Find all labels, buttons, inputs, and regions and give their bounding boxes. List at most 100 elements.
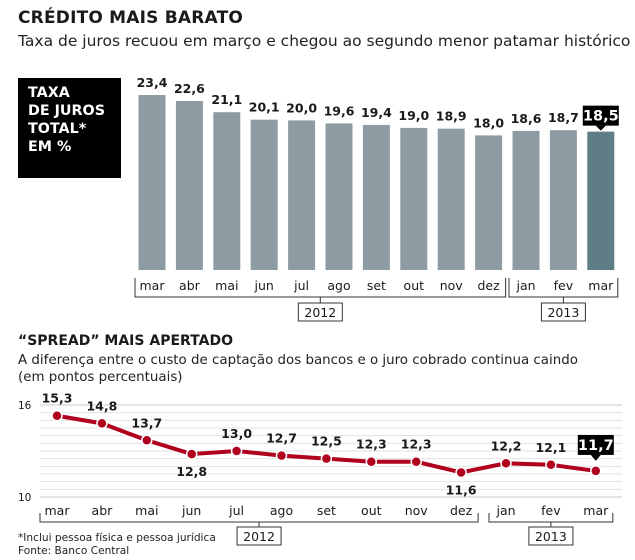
bar-year-label-1: 2013 <box>547 305 579 320</box>
line-point-12 <box>590 465 602 477</box>
line-point-6 <box>320 452 333 465</box>
line-point-11 <box>545 459 557 471</box>
chart-subtitle: Taxa de juros recuou em março e chegou a… <box>18 32 631 50</box>
bar-category-label-6: set <box>367 278 386 293</box>
line-category-label-1: abr <box>92 503 114 518</box>
line-value-label-10: 12,2 <box>491 438 522 453</box>
line-value-label-8: 12,3 <box>401 437 432 452</box>
bar-callout-box <box>582 105 619 126</box>
line-value-label-0: 15,3 <box>42 391 73 406</box>
bar-8 <box>437 128 465 270</box>
spread-subtitle-line-1: A diferença entre o custo de captação do… <box>18 353 578 368</box>
bar-category-label-5: ago <box>327 278 350 293</box>
label-box-shape <box>18 78 121 178</box>
label-line-1: TAXA <box>28 85 70 101</box>
bar-category-label-9: dez <box>478 278 501 293</box>
bar-value-label-6: 19,4 <box>361 105 392 120</box>
line-category-label-4: jul <box>228 503 244 518</box>
spread-subtitle-line-2: (em pontos percentuais) <box>18 370 183 385</box>
bar-year-label-0: 2012 <box>304 305 336 320</box>
bar-category-label-0: mar <box>140 278 166 293</box>
line-category-label-2: mai <box>135 503 158 518</box>
line-point-2 <box>141 434 153 447</box>
bar-value-label-12: 18,5 <box>583 109 619 125</box>
bar-value-label-2: 21,1 <box>211 92 242 107</box>
bar-9 <box>475 135 503 270</box>
line-value-label-6: 12,5 <box>311 434 342 449</box>
line-value-label-1: 14,8 <box>86 398 117 413</box>
line-point-9 <box>455 466 467 479</box>
spread-section-subtitle: A diferença entre o custo de captação do… <box>18 352 578 386</box>
bar-value-label-5: 19,6 <box>324 103 355 118</box>
bar-value-label-0: 23,4 <box>137 75 168 90</box>
top-chart-label: TAXA DE JUROS TOTAL* EM % <box>28 84 105 156</box>
line-value-label-3: 12,8 <box>176 464 207 479</box>
line-value-label-2: 13,7 <box>131 415 162 430</box>
line-y-tick-0: 16 <box>18 400 32 412</box>
line-category-label-9: dez <box>450 503 473 518</box>
footnote-note: *Inclui pessoa física e pessoa jurídica <box>18 532 216 544</box>
chart-title: CRÉDITO MAIS BARATO <box>18 8 244 28</box>
bar-chart: 23,4 mar 22,6 abr 21,1 mai 20,1 jun 20,0 jul 19,6 a… <box>134 75 619 322</box>
bar-3 <box>250 119 278 270</box>
bar-category-label-12: mar <box>588 278 614 293</box>
bar-category-label-4: jul <box>293 278 309 293</box>
bar-5 <box>325 123 353 271</box>
line-category-label-12: mar <box>583 503 609 518</box>
label-line-3: TOTAL* <box>28 121 87 137</box>
bar-value-label-8: 18,9 <box>436 109 467 124</box>
bar-10 <box>512 130 540 270</box>
bar-category-label-8: nov <box>440 278 464 293</box>
bar-value-label-9: 18,0 <box>473 115 504 130</box>
line-point-3 <box>185 448 198 460</box>
bar-11 <box>549 130 577 270</box>
line-point-8 <box>410 455 422 468</box>
line-point-7 <box>365 455 378 468</box>
line-point-1 <box>96 417 108 430</box>
bar-4 <box>288 120 316 270</box>
spread-section-title: “SPREAD” MAIS APERTADO <box>18 333 233 349</box>
line-category-label-0: mar <box>45 503 71 518</box>
line-callout-box <box>577 434 614 455</box>
line-point-10 <box>500 457 512 470</box>
line-category-label-5: ago <box>270 503 293 518</box>
line-point-4 <box>230 445 243 457</box>
line-category-label-8: nov <box>405 503 429 518</box>
bar-category-label-3: jun <box>254 278 274 293</box>
label-line-4: EM % <box>28 139 72 155</box>
bar-value-label-1: 22,6 <box>174 81 205 96</box>
bar-category-label-11: fev <box>554 278 574 293</box>
line-year-label-0: 2012 <box>243 529 275 544</box>
bar-7 <box>400 127 428 271</box>
footnote-source: Fonte: Banco Central <box>18 545 130 557</box>
bar-year-box-1 <box>540 302 586 322</box>
bar-value-label-10: 18,6 <box>511 111 542 126</box>
line-point-5 <box>275 449 288 462</box>
bar-value-label-11: 18,7 <box>548 110 579 125</box>
line-value-label-7: 12,3 <box>356 437 387 452</box>
bar-1 <box>175 100 203 270</box>
line-value-label-9: 11,6 <box>446 482 477 497</box>
line-category-label-11: fev <box>541 503 561 518</box>
line-category-label-3: jun <box>181 503 201 518</box>
line-year-box-1 <box>528 526 574 546</box>
bar-year-box-0 <box>297 302 343 322</box>
label-line-2: DE JUROS <box>28 103 105 119</box>
line-point-0 <box>51 409 63 422</box>
bar-value-label-7: 19,0 <box>398 108 429 123</box>
bar-category-label-10: jan <box>515 278 535 293</box>
top-chart-label-box: TAXA DE JUROS TOTAL* EM % <box>18 78 121 178</box>
bar-callout-pointer <box>595 125 606 131</box>
bar-category-label-2: mai <box>215 278 238 293</box>
bar-6 <box>362 124 390 271</box>
bar-value-label-4: 20,0 <box>286 100 317 115</box>
line-category-label-7: out <box>361 503 382 518</box>
line-value-label-4: 13,0 <box>221 426 252 441</box>
bar-value-label-3: 20,1 <box>249 100 280 115</box>
bar-category-label-7: out <box>404 278 425 293</box>
line-value-label-12: 11,7 <box>578 438 614 454</box>
line-category-label-10: jan <box>495 503 515 518</box>
bar-12 <box>587 131 615 270</box>
line-year-box-0 <box>236 526 282 546</box>
